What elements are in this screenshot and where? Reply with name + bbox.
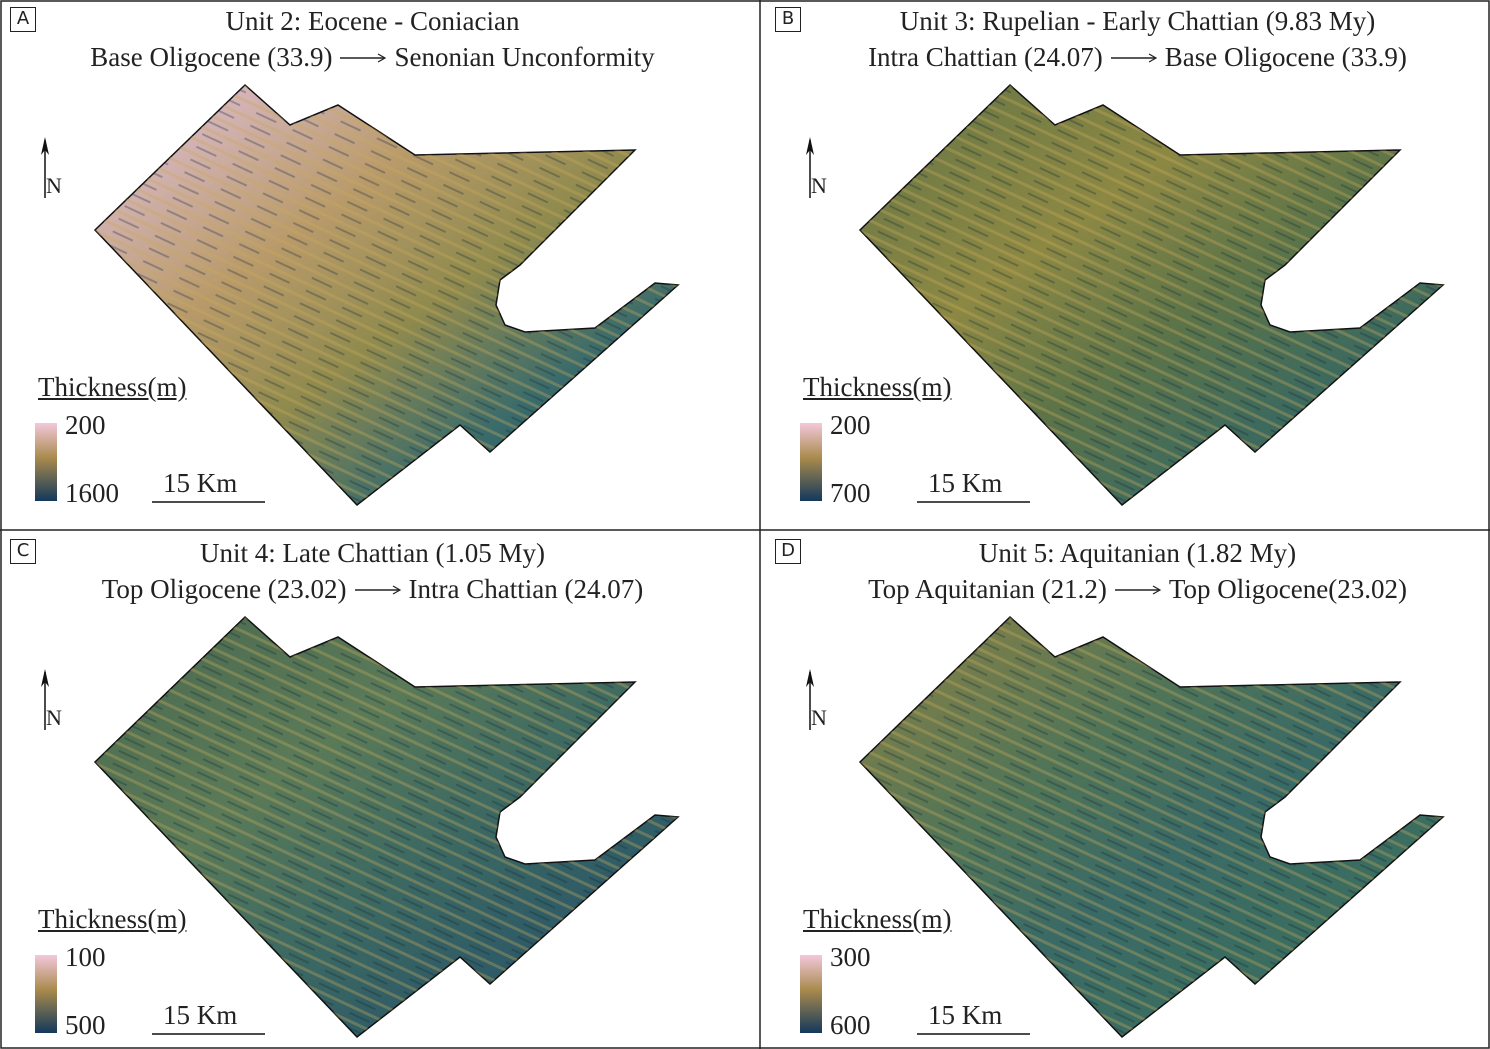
to-horizon: Senonian Unconformity: [394, 42, 654, 73]
panel-title: Unit 4: Late Chattian (1.05 My): [0, 538, 745, 569]
from-horizon: Base Oligocene (33.9): [90, 42, 332, 73]
to-horizon: Top Oligocene(23.02): [1169, 574, 1407, 605]
panel-subtitle: Base Oligocene (33.9) Senonian Unconformi…: [0, 42, 745, 73]
map-texture: [860, 617, 1443, 1037]
scale-label: 15 Km: [928, 1000, 1002, 1031]
figure: AUnit 2: Eocene - ConiacianBase Oligocen…: [0, 0, 1490, 1049]
panel-title: Unit 2: Eocene - Coniacian: [0, 6, 745, 37]
legend-title: Thickness(m): [38, 904, 186, 935]
panel-subtitle: Intra Chattian (24.07) Base Oligocene (33…: [765, 42, 1490, 73]
from-horizon: Intra Chattian (24.07): [868, 42, 1103, 73]
legend-colorbar: [800, 423, 822, 501]
legend-top-value: 200: [830, 410, 871, 441]
map: [765, 532, 1490, 1049]
legend-bottom-value: 700: [830, 478, 871, 509]
legend-bottom-value: 600: [830, 1010, 871, 1041]
legend-colorbar: [35, 423, 57, 501]
legend-bottom-value: 1600: [65, 478, 119, 509]
from-horizon: Top Oligocene (23.02): [102, 574, 347, 605]
map-texture: [95, 85, 678, 505]
legend-top-value: 300: [830, 942, 871, 973]
panel-subtitle: Top Aquitanian (21.2) Top Oligocene(23.02…: [765, 574, 1490, 605]
legend-title: Thickness(m): [803, 904, 951, 935]
legend-title: Thickness(m): [803, 372, 951, 403]
arrow: [355, 584, 401, 596]
legend-top-value: 100: [65, 942, 106, 973]
map: [765, 0, 1490, 517]
legend-colorbar: [35, 955, 57, 1033]
legend-title: Thickness(m): [38, 372, 186, 403]
map-texture: [860, 85, 1443, 505]
scale-label: 15 Km: [163, 468, 237, 499]
legend-colorbar: [800, 955, 822, 1033]
legend-top-value: 200: [65, 410, 106, 441]
scale-label: 15 Km: [928, 468, 1002, 499]
map: [0, 0, 745, 517]
map: [0, 532, 745, 1049]
north-label: N: [46, 173, 62, 199]
north-label: N: [46, 705, 62, 731]
arrow: [1115, 584, 1161, 596]
from-horizon: Top Aquitanian (21.2): [868, 574, 1107, 605]
map-texture: [95, 617, 678, 1037]
to-horizon: Base Oligocene (33.9): [1165, 42, 1407, 73]
north-label: N: [811, 705, 827, 731]
north-label: N: [811, 173, 827, 199]
legend-bottom-value: 500: [65, 1010, 106, 1041]
arrow: [1111, 52, 1157, 64]
panel-title: Unit 3: Rupelian - Early Chattian (9.83 …: [765, 6, 1490, 37]
scale-label: 15 Km: [163, 1000, 237, 1031]
to-horizon: Intra Chattian (24.07): [409, 574, 644, 605]
panel-title: Unit 5: Aquitanian (1.82 My): [765, 538, 1490, 569]
panel-subtitle: Top Oligocene (23.02) Intra Chattian (24.…: [0, 574, 745, 605]
arrow: [340, 52, 386, 64]
